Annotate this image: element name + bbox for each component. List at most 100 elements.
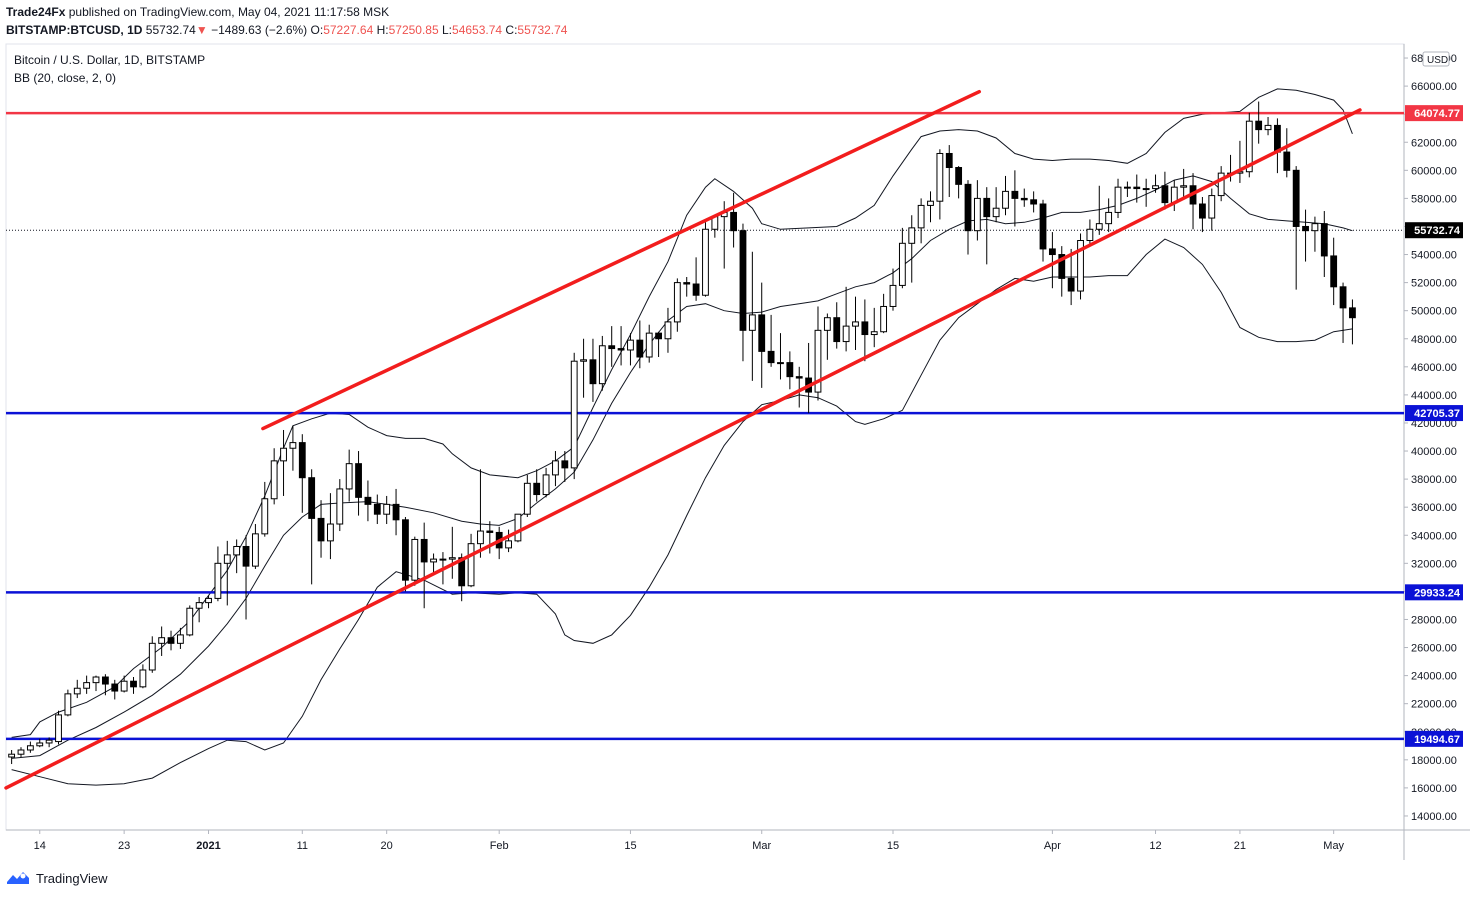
tradingview-logo-icon <box>7 872 29 884</box>
candle <box>945 145 953 197</box>
price-tag-text: 55732.74 <box>1414 225 1461 237</box>
candle-body <box>795 376 803 379</box>
candle <box>92 675 100 692</box>
candle <box>289 425 297 471</box>
candle-body <box>1339 286 1347 309</box>
candle-body <box>486 530 494 533</box>
candle-body <box>1161 185 1169 204</box>
candle-body <box>748 314 756 331</box>
time-tick-label: 15 <box>887 840 899 852</box>
candle-body <box>505 540 512 549</box>
candle-body <box>645 332 653 358</box>
candle-body <box>1039 203 1047 250</box>
candle <box>702 222 709 297</box>
candle <box>608 326 616 367</box>
candle-body <box>664 321 672 340</box>
candle <box>1105 198 1113 233</box>
candle-body <box>233 545 241 556</box>
candle <box>214 546 222 602</box>
candle <box>298 434 306 513</box>
candle <box>589 338 597 402</box>
candle <box>598 335 606 391</box>
candle-body <box>983 197 991 218</box>
candle-body <box>1152 185 1159 190</box>
level-tag-support-1: 42705.37 <box>1405 405 1463 422</box>
candle-body <box>55 714 62 743</box>
candle <box>814 306 822 401</box>
candle-body <box>598 345 606 385</box>
candle <box>523 474 531 518</box>
candle-body <box>589 359 597 385</box>
trendline-channel-upper <box>261 89 982 431</box>
candle <box>411 536 419 586</box>
candle <box>673 278 681 332</box>
open-value: 57227.64 <box>323 23 374 37</box>
candle <box>570 352 578 480</box>
candle <box>1020 188 1028 207</box>
candle-body <box>955 167 963 185</box>
currency-label: USD <box>1427 55 1448 66</box>
candle <box>233 539 241 574</box>
candle-body <box>852 321 859 327</box>
candle-body <box>1302 225 1309 232</box>
price-tick-label: 18000.00 <box>1411 755 1457 767</box>
candle-body <box>917 204 925 229</box>
candle <box>430 553 437 575</box>
candle-body <box>833 317 841 343</box>
candle-body <box>477 530 484 545</box>
price-tick-label: 46000.00 <box>1411 362 1457 374</box>
candle <box>936 149 944 220</box>
candle <box>1320 211 1328 277</box>
price-tick-label: 52000.00 <box>1411 278 1457 290</box>
candle-body <box>45 739 53 744</box>
candle <box>955 166 963 199</box>
candle-body <box>383 503 391 515</box>
candle-body <box>730 211 738 232</box>
candle-body <box>92 676 100 684</box>
candle-body <box>26 745 34 751</box>
symbol-label: BITSTAMP:BTCUSD, 1D <box>6 23 143 37</box>
candle <box>252 524 259 569</box>
candle <box>833 302 841 349</box>
trendline-channel-lower <box>4 108 1362 790</box>
candle <box>1255 101 1263 144</box>
price-tag-box <box>1405 105 1463 122</box>
candle-body <box>1048 248 1056 256</box>
time-tick-label: May <box>1323 840 1344 852</box>
candle-body <box>580 359 587 362</box>
candle <box>420 522 428 609</box>
candle-body <box>533 482 541 496</box>
candle-body <box>683 282 691 285</box>
candle-body <box>289 442 297 449</box>
candle <box>692 257 700 301</box>
indicator-legend[interactable]: BB (20, close, 2, 0) <box>14 71 117 85</box>
candle-body <box>1142 188 1150 191</box>
candle-body <box>186 607 194 636</box>
candle <box>917 198 925 244</box>
candle-body <box>1095 223 1103 230</box>
candle-body <box>636 339 644 358</box>
candle <box>748 251 756 381</box>
candle-body <box>1264 124 1272 131</box>
candle <box>992 187 1000 223</box>
candle <box>158 626 166 656</box>
price-tick-label: 36000.00 <box>1411 502 1457 514</box>
close-value: 55732.74 <box>517 23 568 37</box>
candle-body <box>411 538 419 581</box>
time-tick-label: 11 <box>297 840 308 852</box>
candle-body <box>327 523 334 542</box>
candle-body <box>158 637 166 644</box>
currency-badge: USD <box>1422 51 1450 67</box>
candle <box>683 276 691 297</box>
low-value: 54653.74 <box>452 23 503 37</box>
candle-body <box>1058 254 1066 279</box>
candle <box>327 493 334 560</box>
candle <box>1058 246 1066 297</box>
bb-middle-band <box>11 175 1353 759</box>
candle-body <box>148 642 156 671</box>
candle <box>964 180 972 255</box>
price-labels: 64074.77 42705.37 29933.24 19494.67 55732.74 <box>1405 105 1463 747</box>
candle-body <box>336 488 344 525</box>
